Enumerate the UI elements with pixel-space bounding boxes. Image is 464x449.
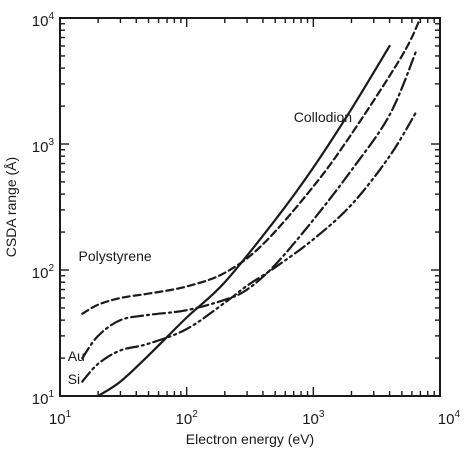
series-line-collodion <box>97 44 391 396</box>
curves <box>81 18 422 396</box>
x-tick-label: 101 <box>49 409 72 428</box>
tick-labels: 101 102 103 104 101 102 103 104 <box>32 11 461 428</box>
series-line-au <box>81 49 418 360</box>
series-labels: Polystyrene Collodion Au Si <box>68 109 352 387</box>
x-tick-label: 102 <box>176 409 199 428</box>
ticks <box>59 18 440 397</box>
series-label-au: Au <box>68 348 85 364</box>
series-line-polystyrene <box>81 18 422 315</box>
y-tick-label: 102 <box>32 263 55 282</box>
y-tick-label: 101 <box>32 389 55 408</box>
plot-frame <box>59 17 441 397</box>
series-label-collodion: Collodion <box>294 109 352 125</box>
series-line-si <box>81 110 418 383</box>
y-axis-title: CSDA range (Å) <box>3 157 19 257</box>
series-label-si: Si <box>68 371 80 387</box>
x-tick-label: 104 <box>438 409 461 428</box>
x-tick-label: 103 <box>302 409 325 428</box>
x-axis-title: Electron energy (eV) <box>186 431 314 447</box>
series-label-polystyrene: Polystyrene <box>79 248 152 264</box>
y-tick-label: 104 <box>32 11 55 30</box>
y-tick-label: 103 <box>32 137 55 156</box>
